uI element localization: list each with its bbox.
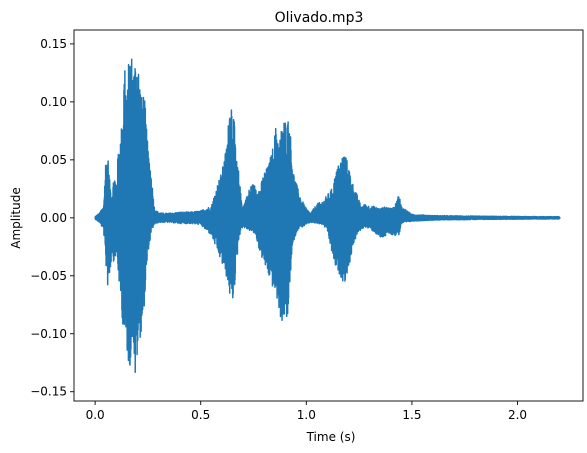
y-tick-label: −0.10 [30,327,67,341]
plot-area [94,58,561,373]
x-tick-label: 1.5 [402,408,421,422]
x-axis-label: Time (s) [306,430,356,444]
x-tick-label: 1.0 [297,408,316,422]
x-tick-label: 2.0 [508,408,527,422]
x-tick-label: 0.5 [191,408,210,422]
y-tick-label: −0.05 [30,269,67,283]
y-tick-label: 0.00 [40,211,67,225]
y-tick-label: 0.05 [40,153,67,167]
y-tick-label: −0.15 [30,385,67,399]
chart-title: Olivado.mp3 [275,10,364,26]
axes-frame [73,29,584,402]
x-tick-label: 0.0 [86,408,105,422]
axes: 0.0 0.5 1.0 1.5 2.0 −0.15 −0.10 −0.05 0.00 0.05 0.… [30,29,584,422]
y-tick-label: 0.15 [40,37,67,51]
y-tick-label: 0.10 [40,95,67,109]
y-axis-label: Amplitude [9,187,23,249]
waveform-series-0 [94,58,561,373]
